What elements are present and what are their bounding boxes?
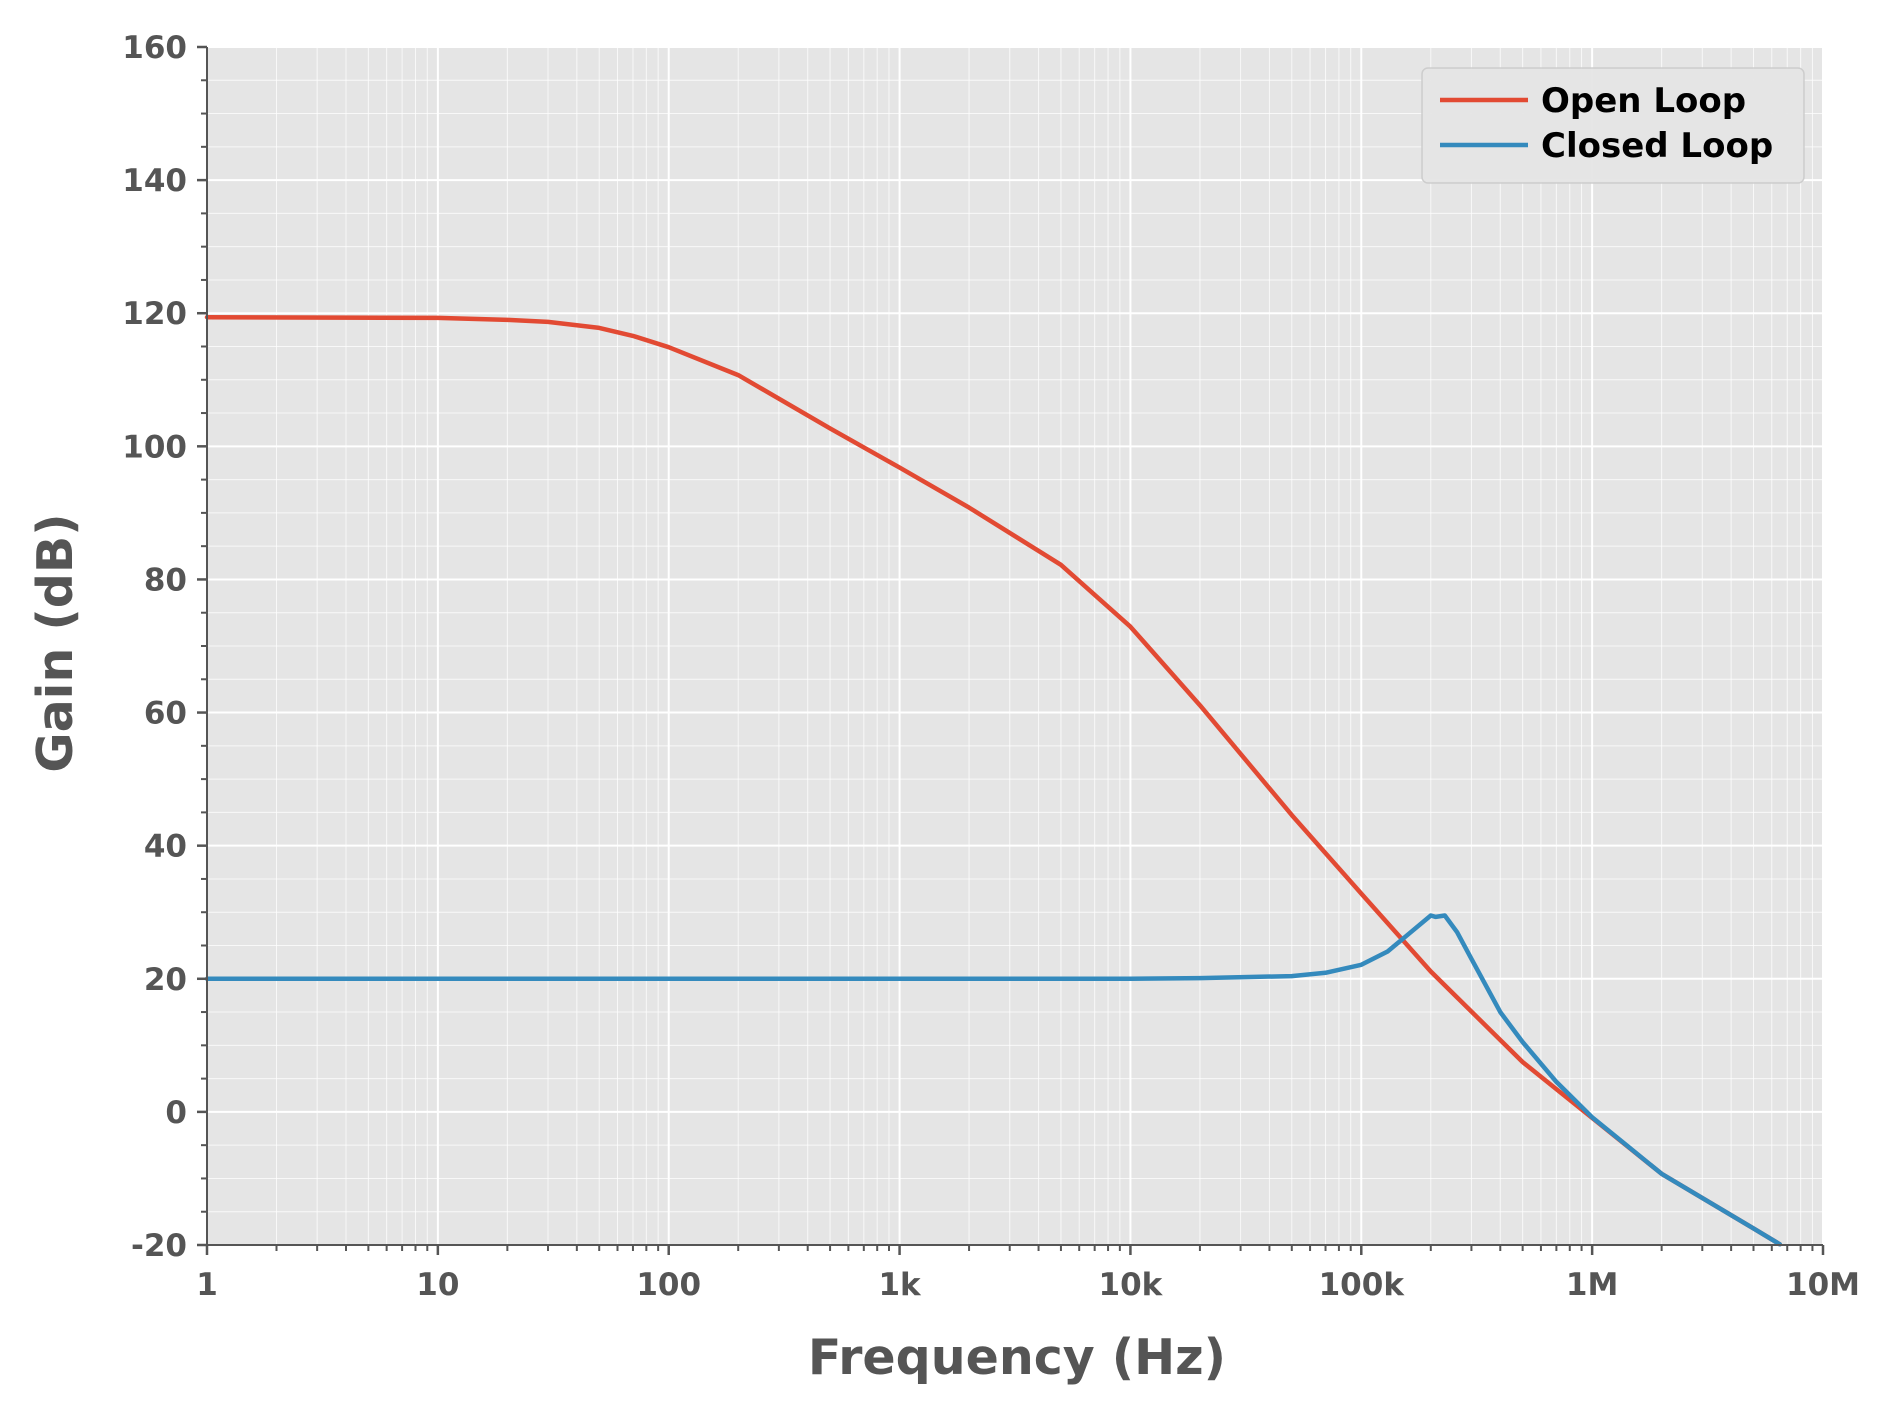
legend-box <box>1421 67 1805 184</box>
x-tick-label: 10 <box>416 1267 459 1303</box>
y-tick-label: -20 <box>131 1228 187 1264</box>
legend-label-closed-loop: Closed Loop <box>1541 126 1773 166</box>
x-tick-label: 10M <box>1786 1267 1860 1303</box>
y-tick-label: 60 <box>144 696 187 732</box>
series-line-open-loop <box>204 314 1783 1247</box>
y-tick-label: 80 <box>144 562 187 598</box>
x-tick-label: 100 <box>636 1267 701 1303</box>
legend-label-open-loop: Open Loop <box>1541 81 1746 121</box>
y-tick-label: 100 <box>122 429 187 465</box>
y-axis-label: Gain (dB) <box>27 513 84 772</box>
y-tick-label: 120 <box>122 296 187 332</box>
y-tick-label: 140 <box>122 163 187 199</box>
x-axis-label: Frequency (Hz) <box>808 1329 1226 1386</box>
x-tick-label: 1M <box>1566 1267 1618 1303</box>
x-tick-label: 100k <box>1319 1267 1406 1303</box>
series-layer <box>204 314 1783 1247</box>
series-line-closed-loop <box>204 913 1783 1247</box>
y-tick-label: 20 <box>144 962 187 998</box>
x-tick-label: 10k <box>1099 1267 1164 1303</box>
minor-grid <box>207 47 1823 1245</box>
y-tick-label: 160 <box>122 30 187 66</box>
legend: Open Loop Closed Loop <box>1421 67 1805 184</box>
y-tick-label: 0 <box>165 1095 187 1131</box>
y-tick-label: 40 <box>144 829 187 865</box>
y-axis-ticks: -20 0 20 40 60 80 100 120 140 160 <box>122 30 207 1264</box>
x-tick-label: 1 <box>196 1267 218 1303</box>
x-axis-ticks: 1 10 100 1k 10k 100k 1M 10M <box>196 1245 1860 1303</box>
x-tick-label: 1k <box>878 1267 922 1303</box>
